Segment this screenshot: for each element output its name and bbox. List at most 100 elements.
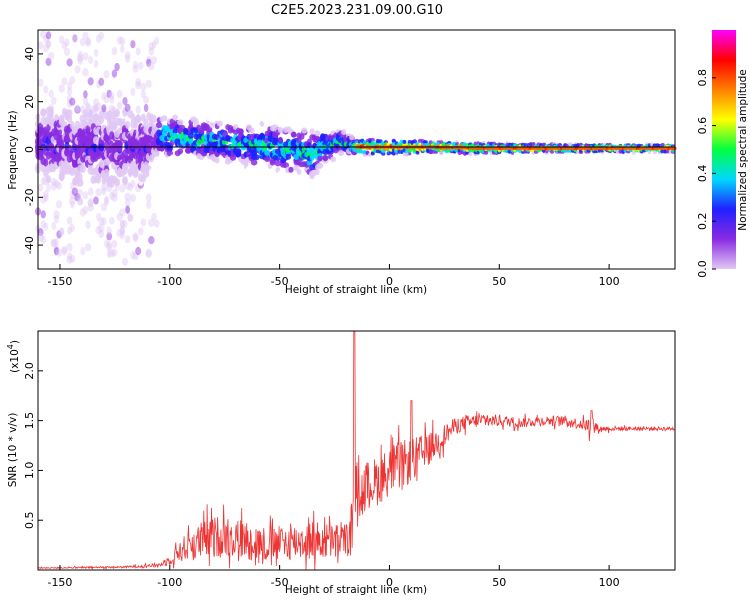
- spectrogram-cell: [127, 183, 134, 192]
- spectrogram-cell: [67, 252, 73, 261]
- spectrogram-cell: [309, 179, 315, 186]
- spectrogram-ridge-cell: [472, 146, 475, 150]
- spectrogram-cell: [322, 155, 328, 162]
- spectrogram-cell: [140, 218, 147, 227]
- spectrogram-ridge-cell: [657, 146, 659, 150]
- spectrogram-cell: [98, 77, 105, 86]
- spectrogram-y-label: Frequency (Hz): [7, 110, 19, 189]
- spectrogram-cell: [54, 247, 59, 256]
- spectrogram-ridge-cell: [565, 146, 568, 150]
- spectrogram-ridge-cell: [539, 146, 542, 150]
- spectrogram-ridge-cell: [523, 146, 526, 150]
- spectrogram-cell: [288, 120, 294, 127]
- spectrogram-cell: [111, 47, 118, 56]
- spectrogram-cell: [143, 118, 149, 127]
- spectrogram-ridge-cell: [451, 146, 454, 150]
- spectrogram-cell: [59, 173, 65, 182]
- spectrogram-cell: [116, 36, 123, 45]
- spectrogram-ridge-cell: [555, 146, 557, 150]
- spectrogram-cell: [46, 40, 51, 49]
- spectrogram-cell: [317, 155, 323, 162]
- spectrogram-cell: [93, 98, 99, 107]
- spectrogram-cell: [53, 215, 60, 224]
- spectrogram-ridge-cell: [490, 146, 492, 150]
- spectrogram-cell: [143, 103, 149, 113]
- spectrogram-ridge-cell: [602, 146, 605, 150]
- spectrogram-cell: [61, 245, 68, 254]
- spectrogram-cell: [124, 103, 131, 112]
- spectrogram-cell: [135, 184, 142, 193]
- spectrogram-cell: [264, 149, 271, 156]
- spectrogram-ridge-cell: [653, 146, 656, 150]
- spectrogram-cell: [124, 181, 131, 190]
- spectrogram-ridge-cell: [534, 146, 536, 150]
- spectrogram-cell: [116, 229, 123, 238]
- spectrogram-cell: [70, 200, 75, 209]
- spectrogram-ridge-cell: [604, 146, 607, 150]
- spectrogram-ridge-cell: [556, 146, 559, 150]
- spectrogram-cell: [85, 220, 91, 229]
- spectrogram-cell: [130, 87, 136, 96]
- spectrogram-cell: [37, 233, 44, 242]
- snr-x-tick-label: -150: [47, 576, 72, 589]
- spectrogram-ridge-cell: [498, 146, 501, 150]
- spectrogram-cell: [61, 77, 68, 86]
- spectrogram-ridge-cell: [639, 146, 642, 150]
- spectrogram-cell: [248, 118, 255, 125]
- spectrogram-cell: [127, 213, 133, 222]
- spectrogram-cell: [87, 77, 94, 86]
- spectrogram-ridge-cell: [469, 146, 471, 150]
- spectrogram-cell: [101, 92, 107, 101]
- spectrogram-cell: [77, 188, 83, 197]
- spectrogram-cell: [77, 197, 84, 206]
- spectrogram-ridge-cell: [627, 146, 629, 150]
- spectrogram-ridge-cell: [525, 146, 527, 150]
- spectrogram-cell: [618, 149, 623, 154]
- snr-x-label: Height of straight line (km): [285, 584, 427, 596]
- spectrogram-cell: [148, 105, 154, 114]
- spectrogram-cell: [151, 114, 157, 124]
- spectrogram-cell: [468, 152, 473, 156]
- spectrogram-cells: [34, 30, 677, 266]
- spectrogram-ridge-cell: [625, 146, 628, 150]
- spectrogram-cell: [59, 227, 65, 236]
- spectrogram-cell: [83, 90, 88, 99]
- spectrogram-cell: [82, 52, 89, 61]
- spectrogram-cell: [148, 236, 155, 245]
- spectrogram-ridge-cell: [579, 146, 582, 150]
- spectrogram-y-ticks: -40 -20 0 20 40: [23, 47, 43, 254]
- spectrogram-cell: [515, 151, 520, 156]
- spectrogram-cell: [145, 193, 152, 202]
- spectrogram-cell: [50, 182, 57, 191]
- spectrogram-cell: [315, 169, 320, 175]
- spectrogram-ridge-cell: [470, 146, 473, 150]
- spectrogram-cell: [69, 76, 76, 85]
- spectrogram-cell: [74, 193, 81, 202]
- colorbar-tick-label: 0.8: [696, 69, 709, 87]
- spectrogram-cell: [156, 122, 163, 129]
- spectrogram-cell: [412, 139, 418, 144]
- spectrogram-cell: [381, 151, 386, 156]
- spectrogram-cell: [66, 94, 73, 103]
- spectrogram-ridge-cell: [495, 146, 498, 150]
- spectrogram-cell: [48, 89, 54, 98]
- spectrogram-ridge-cell: [509, 146, 512, 150]
- spectrogram-cell: [151, 40, 157, 50]
- snr-x-ticks: -150 -100 -50 0 50 100: [47, 565, 620, 589]
- snr-x-tick-label: 100: [599, 576, 620, 589]
- spectrogram-cell: [429, 150, 433, 155]
- spectrogram-cell: [61, 247, 67, 256]
- spectrogram-cell: [130, 179, 136, 188]
- spectrogram-ridge-cell: [518, 146, 520, 150]
- spectrogram-cell: [106, 89, 112, 98]
- snr-series-line: [37, 330, 676, 571]
- spectrogram-ridge-cell: [665, 146, 668, 150]
- spectrogram-ridge-cell: [644, 146, 647, 150]
- spectrogram-cell: [146, 200, 152, 209]
- spectrogram-cell: [262, 174, 268, 181]
- spectrogram-cell: [53, 179, 60, 189]
- spectrogram-cell: [119, 184, 126, 193]
- spectrogram-cell: [135, 47, 141, 56]
- spectrogram-cell: [106, 241, 112, 250]
- spectrogram-cell: [463, 142, 467, 147]
